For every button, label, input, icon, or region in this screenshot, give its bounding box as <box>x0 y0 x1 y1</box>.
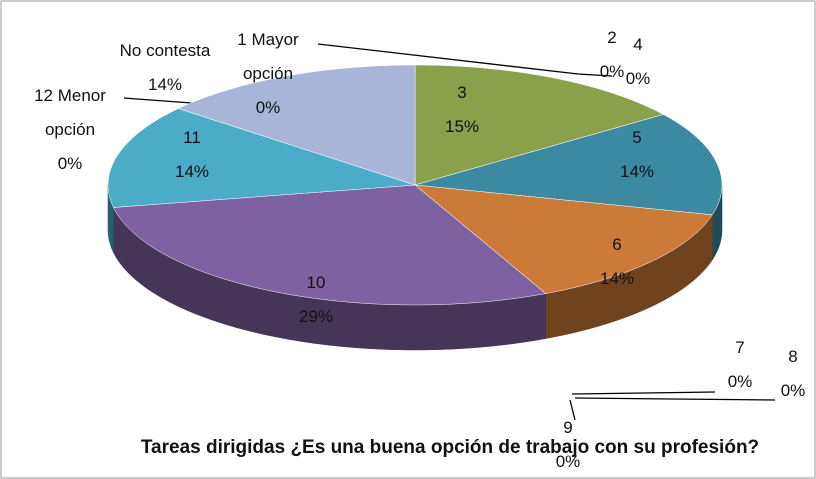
slice <box>414 64 665 186</box>
value-label: 0% <box>727 372 753 391</box>
data-label: 7 0% <box>725 331 755 399</box>
category-label: 4 <box>633 35 643 54</box>
value-label: 0% <box>57 154 83 173</box>
value-label: 15% <box>444 117 480 136</box>
value-label: 14% <box>599 269 635 288</box>
category-label: 7 <box>735 338 745 357</box>
value-label: 0% <box>555 452 581 471</box>
category-label: 6 <box>612 235 622 254</box>
chart-title: Tareas dirigidas ¿Es una buena opción de… <box>140 437 760 458</box>
value-label: 29% <box>298 307 334 326</box>
data-label: 11 14% <box>162 121 222 189</box>
value-label: 14% <box>619 162 655 181</box>
data-label: 4 0% <box>623 28 653 96</box>
category-label: 8 <box>788 347 798 366</box>
leader-line <box>571 391 716 395</box>
value-label: 0% <box>780 381 806 400</box>
data-label: 12 Menor opción 0% <box>10 79 130 181</box>
value-label: 0% <box>255 98 281 117</box>
category-label: 10 <box>306 273 326 292</box>
value-label: 14% <box>147 75 183 94</box>
slice <box>414 114 723 216</box>
category-label: 12 Menor opción <box>34 86 106 139</box>
slice <box>177 64 416 186</box>
slice <box>107 108 416 208</box>
leader-line <box>574 397 776 401</box>
value-label: 0% <box>625 69 651 88</box>
value-label: 0% <box>599 62 625 81</box>
category-label: No contesta <box>119 41 211 60</box>
data-label: 10 29% <box>286 266 346 334</box>
category-label: 9 <box>563 418 573 437</box>
slice <box>113 184 547 306</box>
data-label: 9 0% <box>553 411 583 479</box>
category-label: 5 <box>632 128 642 147</box>
value-label: 14% <box>174 162 210 181</box>
category-label: 2 <box>607 28 617 47</box>
data-label: 3 15% <box>432 76 492 144</box>
data-label: 6 14% <box>587 228 647 296</box>
data-label: 2 0% <box>597 21 627 89</box>
category-label: 1 Mayor opción <box>237 30 299 83</box>
data-label: 1 Mayor opción 0% <box>221 23 316 125</box>
leader-line <box>569 399 576 421</box>
category-label: 11 <box>183 128 201 147</box>
data-label: 8 0% <box>778 340 808 408</box>
data-label: No contesta 14% <box>110 34 220 102</box>
slice <box>414 184 713 294</box>
leader-line <box>317 43 613 77</box>
data-label: 5 14% <box>607 121 667 189</box>
category-label: 3 <box>457 83 467 102</box>
